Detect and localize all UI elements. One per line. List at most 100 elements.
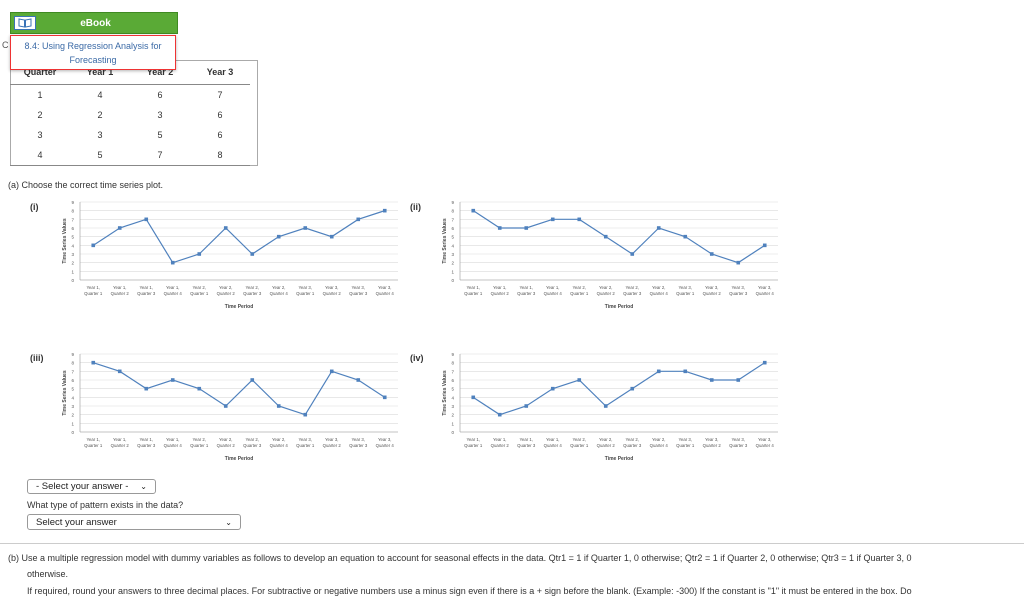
data-point bbox=[329, 234, 334, 239]
x-tick-label: Year 1, bbox=[467, 437, 480, 442]
x-tick-label: Quarter 4 bbox=[164, 443, 183, 448]
ebook-button[interactable]: eBook bbox=[10, 12, 178, 34]
y-tick-label: 6 bbox=[451, 226, 454, 231]
y-tick-label: 3 bbox=[71, 252, 74, 257]
data-point bbox=[303, 412, 308, 417]
x-tick-label: Year 3, bbox=[732, 437, 745, 442]
y-tick-label: 8 bbox=[451, 209, 454, 214]
select-value: - Select your answer - bbox=[36, 481, 129, 492]
data-point bbox=[117, 369, 122, 374]
data-point bbox=[223, 404, 228, 408]
y-tick-label: 9 bbox=[71, 352, 74, 357]
x-tick-label: Year 1, bbox=[467, 285, 480, 290]
x-tick-label: Quarter 1 bbox=[464, 443, 483, 448]
data-point bbox=[356, 378, 361, 382]
table-row: 1 4 6 7 bbox=[10, 85, 250, 106]
y-tick-label: 5 bbox=[71, 387, 74, 392]
x-tick-label: Quarter 1 bbox=[570, 443, 589, 448]
y-tick-label: 7 bbox=[71, 369, 74, 374]
x-tick-label: Year 2, bbox=[272, 437, 285, 442]
x-tick-label: Quarter 2 bbox=[597, 291, 616, 296]
y-tick-label: 4 bbox=[71, 243, 74, 248]
table-cell: 4 bbox=[97, 90, 103, 100]
data-point bbox=[656, 226, 661, 230]
data-point bbox=[762, 360, 767, 365]
data-point bbox=[577, 217, 582, 222]
table-cell: 7 bbox=[217, 90, 223, 100]
x-tick-label: Quarter 1 bbox=[84, 291, 103, 296]
x-tick-label: Quarter 4 bbox=[376, 443, 395, 448]
x-tick-label: Year 2, bbox=[193, 285, 206, 290]
x-tick-label: Year 1, bbox=[87, 437, 100, 442]
x-tick-label: Year 2, bbox=[652, 437, 665, 442]
pattern-answer-select[interactable]: Select your answer ⌄ bbox=[27, 514, 241, 530]
y-tick-label: 6 bbox=[71, 378, 74, 383]
x-tick-label: Quarter 1 bbox=[190, 443, 209, 448]
x-tick-label: Year 1, bbox=[520, 285, 533, 290]
question-b-instructions: If required, round your answers to three… bbox=[27, 586, 912, 596]
x-tick-label: Year 3, bbox=[352, 437, 365, 442]
x-tick-label: Quarter 4 bbox=[270, 291, 289, 296]
data-point bbox=[144, 386, 149, 391]
y-axis-title: Time Series Values bbox=[442, 370, 448, 415]
x-tick-label: Year 1, bbox=[87, 285, 100, 290]
y-tick-label: 4 bbox=[451, 243, 454, 248]
y-tick-label: 1 bbox=[451, 269, 454, 274]
data-point bbox=[736, 378, 741, 382]
table-cell: 3 bbox=[157, 110, 163, 120]
x-tick-label: Year 2, bbox=[573, 437, 586, 442]
x-tick-label: Year 3, bbox=[299, 437, 312, 442]
data-point bbox=[550, 217, 555, 222]
y-tick-label: 5 bbox=[71, 235, 74, 240]
x-tick-label: Year 3, bbox=[758, 285, 771, 290]
data-point bbox=[170, 260, 175, 265]
x-tick-label: Year 3, bbox=[705, 437, 718, 442]
data-point bbox=[329, 369, 334, 374]
x-tick-label: Year 1, bbox=[166, 285, 179, 290]
y-axis-title: Time Series Values bbox=[442, 218, 448, 263]
x-tick-label: Year 3, bbox=[679, 437, 692, 442]
y-tick-label: 0 bbox=[71, 430, 74, 435]
y-tick-label: 0 bbox=[451, 430, 454, 435]
x-tick-label: Quarter 3 bbox=[729, 443, 748, 448]
x-axis-title: Time Period bbox=[605, 304, 634, 310]
x-tick-label: Year 3, bbox=[758, 437, 771, 442]
y-tick-label: 8 bbox=[451, 361, 454, 366]
data-point bbox=[250, 252, 255, 256]
data-point bbox=[709, 378, 714, 382]
x-tick-label: Quarter 4 bbox=[650, 443, 669, 448]
y-tick-label: 4 bbox=[451, 395, 454, 400]
x-tick-label: Year 1, bbox=[520, 437, 533, 442]
x-tick-label: Year 2, bbox=[599, 437, 612, 442]
y-tick-label: 5 bbox=[451, 387, 454, 392]
table-row: 3 3 5 6 bbox=[10, 125, 250, 145]
x-tick-label: Quarter 2 bbox=[111, 291, 130, 296]
x-tick-label: Quarter 2 bbox=[323, 291, 342, 296]
x-tick-label: Quarter 3 bbox=[349, 291, 368, 296]
table-cell: 1 bbox=[37, 90, 43, 100]
chart-answer-select[interactable]: - Select your answer - ⌄ bbox=[27, 479, 156, 494]
question-a: (a) Choose the correct time series plot. bbox=[8, 180, 164, 190]
x-tick-label: Quarter 1 bbox=[464, 291, 483, 296]
y-tick-label: 9 bbox=[71, 200, 74, 205]
x-tick-label: Year 1, bbox=[113, 437, 126, 442]
series-line bbox=[92, 210, 385, 264]
x-tick-label: Year 2, bbox=[219, 285, 232, 290]
table-cell: 3 bbox=[97, 130, 103, 140]
x-tick-label: Year 3, bbox=[378, 437, 391, 442]
table-cell: 6 bbox=[217, 110, 223, 120]
y-tick-label: 0 bbox=[71, 278, 74, 283]
x-tick-label: Quarter 3 bbox=[243, 291, 262, 296]
x-tick-label: Quarter 1 bbox=[296, 443, 315, 448]
option-i-label: (i) bbox=[30, 202, 39, 212]
x-tick-label: Quarter 2 bbox=[217, 291, 236, 296]
x-tick-label: Year 2, bbox=[246, 285, 259, 290]
y-tick-label: 7 bbox=[451, 217, 454, 222]
table-cell: 8 bbox=[190, 145, 250, 166]
y-axis-title: Time Series Values bbox=[62, 370, 68, 415]
y-tick-label: 6 bbox=[71, 226, 74, 231]
